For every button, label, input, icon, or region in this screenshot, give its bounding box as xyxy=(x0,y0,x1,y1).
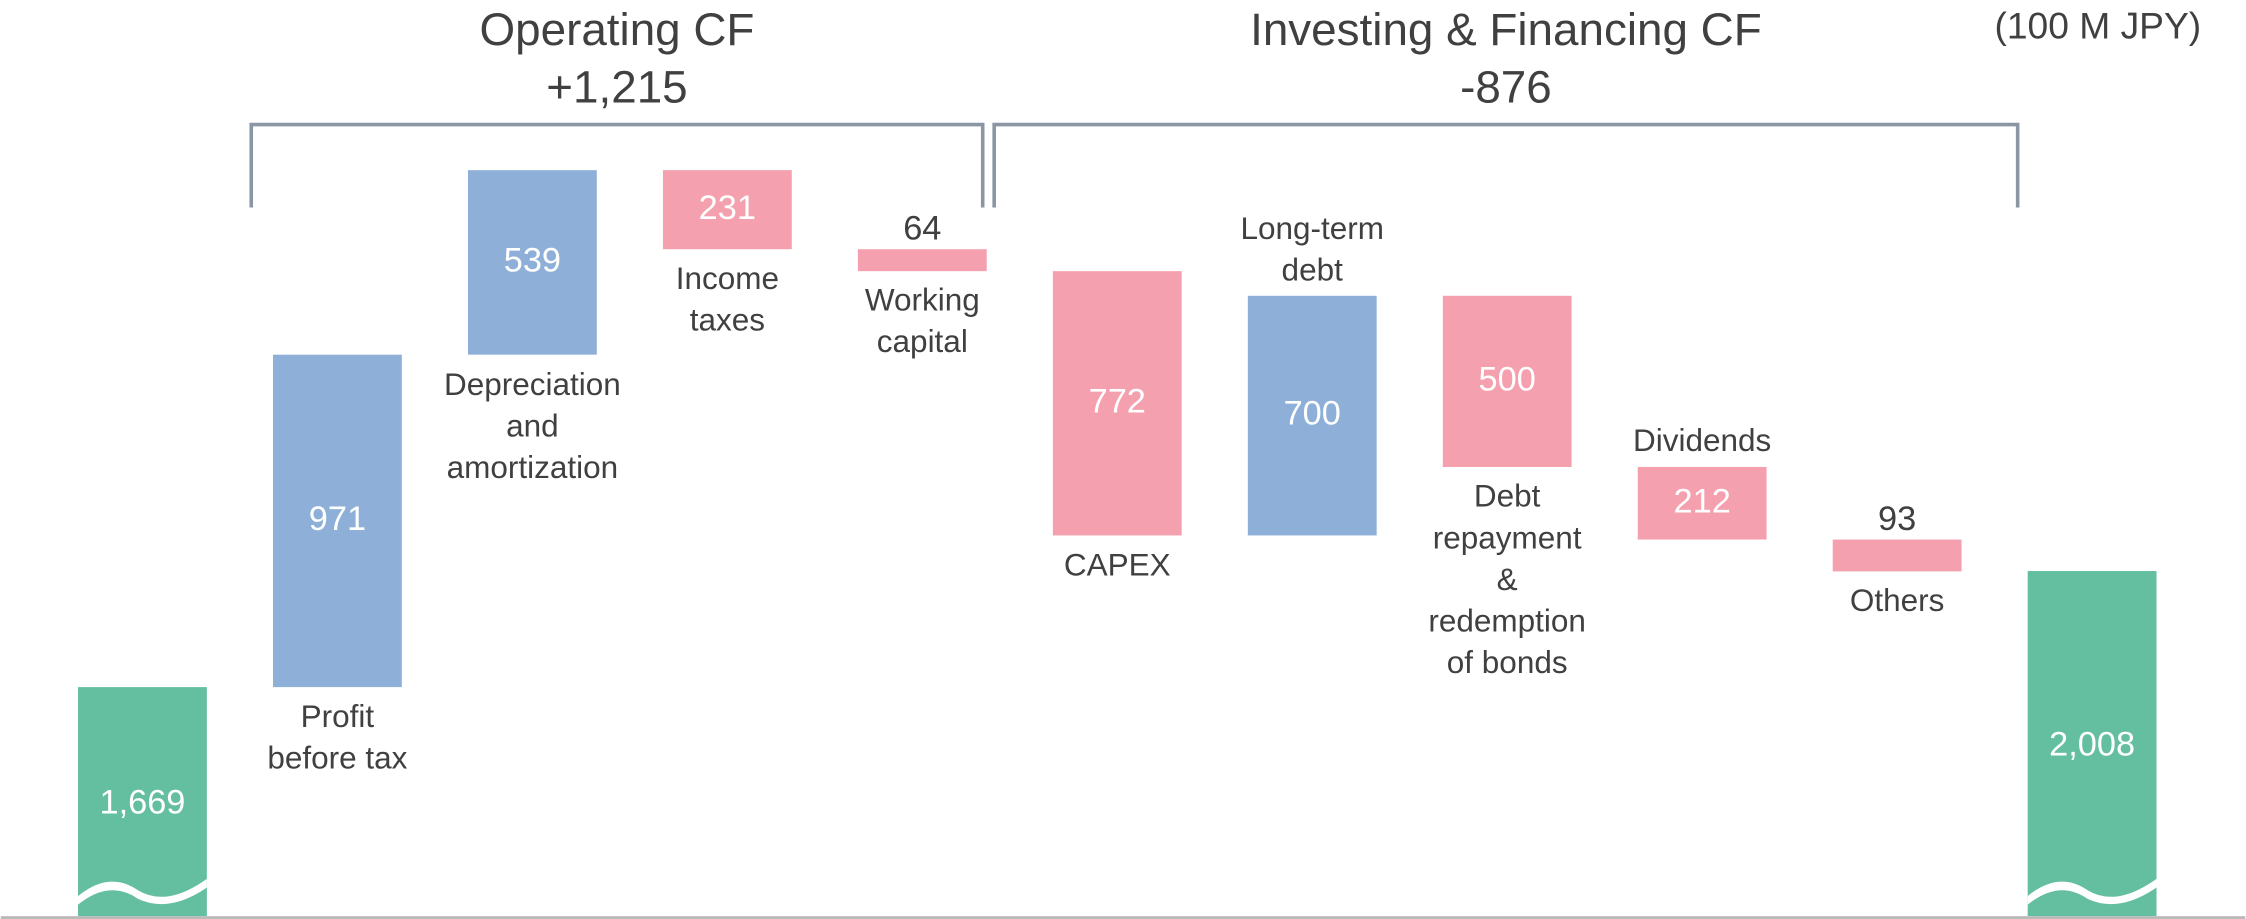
bracket xyxy=(249,122,985,208)
bar xyxy=(1442,295,1572,467)
bar xyxy=(272,354,402,688)
bar xyxy=(662,170,792,250)
category-label: CAPEX xyxy=(1063,546,1171,583)
value-label: 971 xyxy=(309,500,366,538)
category-label-box: CAPEX xyxy=(1063,546,1171,583)
category-label: Debt repayment & redemption of bonds xyxy=(1428,478,1586,681)
bar xyxy=(467,170,597,355)
bar xyxy=(1247,295,1377,536)
bar xyxy=(1832,539,1962,572)
category-label-box: Others xyxy=(1849,582,1945,619)
group-title: Operating CF xyxy=(480,4,755,55)
bar xyxy=(1052,271,1182,536)
category-label: Profit before tax xyxy=(267,698,408,776)
category-label-box: Income taxes xyxy=(675,260,779,338)
category-label-box: Long-term debt xyxy=(1240,209,1384,288)
category-label: Depreciation and amortization xyxy=(443,366,621,485)
category-label-box: Working capital xyxy=(864,282,980,360)
bar xyxy=(857,249,987,272)
group-total: -876 xyxy=(1460,61,1552,112)
value-label: 700 xyxy=(1284,395,1341,433)
value-label: 500 xyxy=(1479,360,1536,398)
category-label-box: Debt repayment & redemption of bonds xyxy=(1428,478,1586,681)
value-label: 231 xyxy=(699,189,756,227)
group-title: Investing & Financing CF xyxy=(1250,4,1762,55)
category-label: Income taxes xyxy=(675,260,779,338)
unit-label: (100 M JPY) xyxy=(1994,4,2201,46)
bracket xyxy=(992,122,2020,208)
value-label: 2,008 xyxy=(2049,726,2135,764)
axis-break xyxy=(2027,878,2157,905)
category-label-box: Depreciation and amortization xyxy=(443,366,621,485)
value-label: 64 xyxy=(903,210,941,248)
bar xyxy=(2027,571,2157,917)
group-total: +1,215 xyxy=(546,61,687,112)
category-label: Others xyxy=(1849,582,1945,619)
category-label-box: Dividends xyxy=(1633,422,1772,459)
bar xyxy=(1637,466,1767,540)
value-label: 1,669 xyxy=(99,784,185,822)
bar xyxy=(78,687,207,917)
category-label: Dividends xyxy=(1633,422,1772,459)
value-label: 772 xyxy=(1089,382,1146,420)
category-label: Working capital xyxy=(864,282,980,360)
category-label-box: Profit before tax xyxy=(267,698,408,776)
value-label: 93 xyxy=(1878,500,1916,538)
axis-break xyxy=(78,878,207,905)
value-label: 539 xyxy=(504,241,561,279)
category-label: Long-term debt xyxy=(1240,209,1384,288)
value-label: 212 xyxy=(1674,482,1731,520)
